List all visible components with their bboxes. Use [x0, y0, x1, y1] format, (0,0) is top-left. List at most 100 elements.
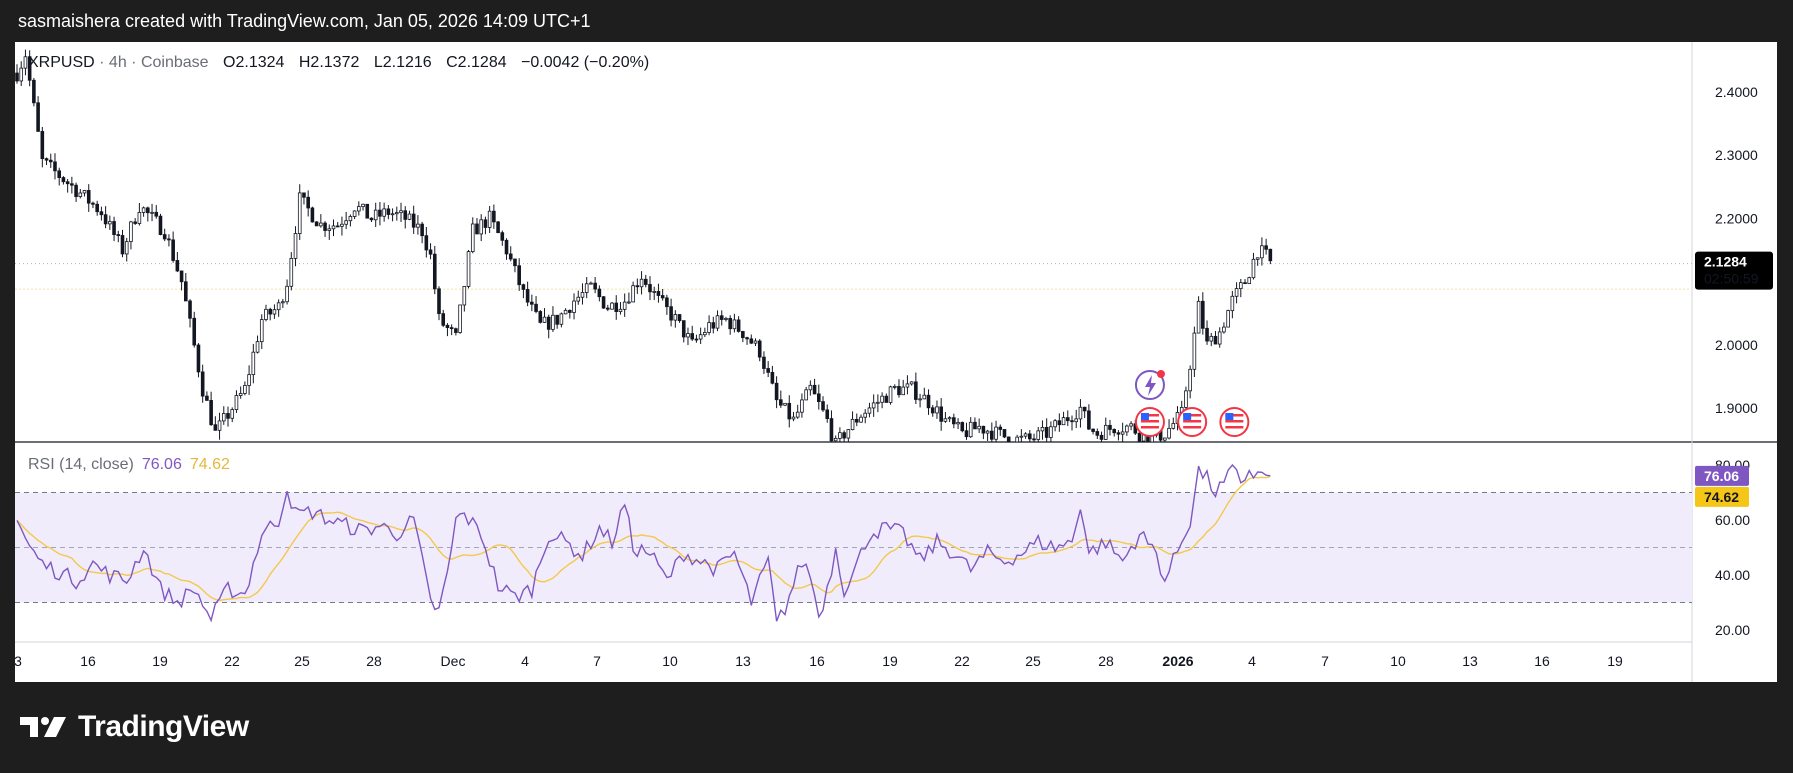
candle-up	[892, 386, 897, 388]
candle-up	[1163, 437, 1167, 441]
chart-svg[interactable]: 2.40002.30002.20002.10002.00001.900080.0…	[15, 42, 1777, 682]
candle-up	[264, 308, 268, 320]
candle-up	[905, 383, 910, 388]
time-axis-tick: 4	[1248, 653, 1256, 669]
candle-down	[825, 409, 830, 419]
candle-up	[1230, 295, 1235, 312]
candle-down	[854, 418, 859, 423]
candle-up	[390, 213, 395, 216]
candle-up	[909, 381, 914, 385]
candle-down	[660, 295, 665, 299]
flag-stripe	[1140, 426, 1159, 429]
candle-down	[762, 356, 766, 369]
symbol-label[interactable]: XRPUSD	[28, 54, 95, 71]
candle-down	[95, 203, 99, 213]
candle-up	[808, 384, 813, 391]
candle-up	[416, 223, 420, 228]
candle-down	[741, 331, 745, 339]
candle-up	[888, 386, 893, 403]
candle-up	[1192, 332, 1197, 370]
candle-up	[1015, 436, 1019, 443]
candle-up	[1255, 257, 1260, 260]
candle-up	[276, 302, 281, 311]
candle-up	[1188, 368, 1192, 392]
time-axis-tick: 19	[1607, 653, 1623, 669]
price-axis-tick: 1.9000	[1715, 400, 1758, 416]
rsi-badge	[1695, 465, 1749, 486]
ohlc-legend: XRPUSD · 4h · Coinbase O2.1324 H2.1372 L…	[28, 54, 649, 72]
lightning-bolt-icon	[1144, 375, 1156, 396]
candle-up	[1209, 335, 1214, 342]
price-axis-tick: 2.2000	[1715, 210, 1758, 226]
candle-down	[521, 284, 526, 290]
candle-up	[1167, 427, 1171, 439]
chart-area[interactable]: 2.40002.30002.20002.10002.00001.900080.0…	[15, 42, 1777, 682]
candle-down	[728, 317, 732, 330]
logo-text: TradingView	[78, 710, 249, 743]
candle-down	[1099, 434, 1104, 440]
candle-down	[973, 421, 977, 430]
candle-down	[57, 170, 61, 178]
candle-down	[171, 239, 175, 261]
candle-down	[268, 308, 273, 315]
candle-down	[1095, 431, 1100, 436]
rsi-ma-line	[16, 475, 1271, 602]
candle-up	[1053, 420, 1057, 428]
time-axis-tick: 19	[152, 653, 168, 669]
candle-down	[897, 386, 901, 396]
time-axis-tick: 2026	[1162, 653, 1193, 669]
candle-up	[1078, 406, 1083, 420]
candle-up	[108, 221, 112, 225]
candle-down	[1057, 420, 1062, 426]
candle-up	[1023, 433, 1028, 437]
candle-up	[572, 300, 576, 313]
candle-up	[458, 304, 462, 333]
rsi-ma-badge	[1695, 486, 1749, 507]
time-axis-tick: 13	[1462, 653, 1478, 669]
candle-down	[323, 222, 327, 231]
notification-dot-icon	[1156, 370, 1165, 378]
candle-up	[576, 296, 581, 302]
tradingview-logo[interactable]: TradingView	[18, 710, 249, 744]
candle-up	[715, 315, 720, 329]
candle-up	[150, 211, 154, 214]
candle-down	[568, 309, 572, 313]
candle-up	[956, 422, 960, 425]
rsi-legend[interactable]: RSI (14, close) 76.06 74.62	[28, 456, 230, 474]
candle-down	[369, 217, 374, 221]
candle-up	[795, 411, 800, 418]
candle-down	[226, 413, 230, 419]
candle-down	[635, 285, 640, 288]
candle-down	[525, 289, 530, 303]
candle-up	[724, 317, 728, 320]
candle-down	[27, 56, 32, 81]
candle-up	[344, 220, 348, 225]
time-axis-tick: 28	[366, 653, 382, 669]
flag-stripe	[1183, 426, 1202, 429]
candle-down	[449, 327, 454, 330]
candle-down	[1087, 410, 1091, 430]
candle-up	[627, 301, 631, 304]
time-axis-tick: 16	[809, 653, 825, 669]
candle-up	[867, 407, 872, 414]
close-key: C	[446, 54, 458, 71]
candle-down	[643, 278, 648, 285]
candle-down	[694, 338, 699, 341]
candle-down	[65, 181, 70, 185]
candle-down	[817, 393, 821, 402]
candle-up	[462, 285, 467, 306]
flag-stripe	[1183, 420, 1202, 423]
interval-label[interactable]: 4h	[108, 54, 127, 71]
candle-down	[1201, 300, 1205, 329]
candle-up	[833, 437, 838, 442]
rsi-ma-badge-value: 74.62	[1704, 489, 1739, 505]
candle-up	[871, 402, 876, 409]
candle-down	[302, 192, 306, 198]
candle-down	[74, 184, 78, 197]
candle-up	[247, 374, 251, 386]
candle-up	[804, 389, 808, 401]
candle-down	[690, 333, 694, 340]
candle-down	[884, 395, 889, 403]
candle-up	[319, 222, 323, 227]
candle-up	[880, 395, 884, 403]
